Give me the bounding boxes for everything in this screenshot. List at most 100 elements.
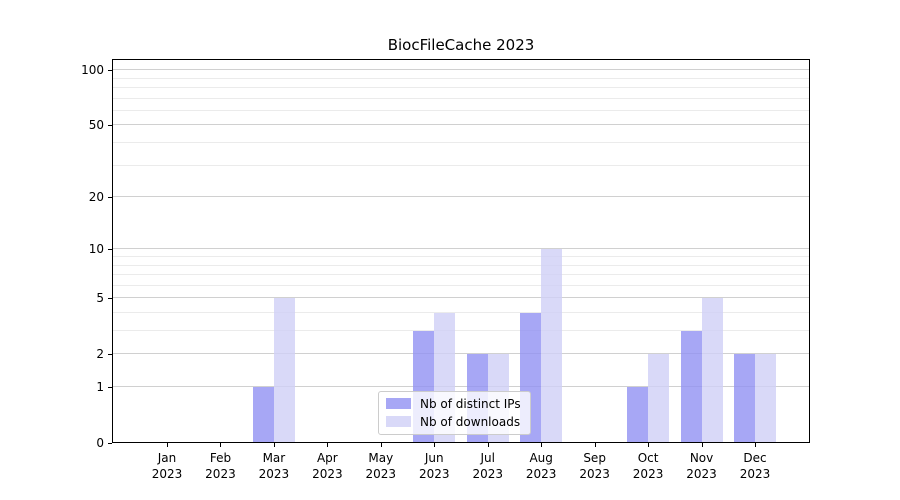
x-tick xyxy=(755,443,756,447)
y-tick-label: 20 xyxy=(88,190,104,205)
x-tick xyxy=(648,443,650,447)
y-gridline-minor xyxy=(112,87,810,89)
y-gridline-major xyxy=(112,248,810,250)
x-tick-label-year: 2023 xyxy=(418,467,450,481)
bar-nb-of-downloads-aug xyxy=(541,249,563,443)
y-gridline-major xyxy=(112,69,810,71)
legend-item-distinct-ips: Nb of distinct IPs xyxy=(386,396,521,411)
x-tick xyxy=(167,443,168,447)
y-tick xyxy=(108,443,112,444)
x-tick xyxy=(327,443,329,447)
x-tick-label: Feb 2023 xyxy=(180,450,260,482)
y-gridline-minor xyxy=(112,77,810,79)
x-tick-label-month: Oct xyxy=(637,451,659,465)
x-tick-label-month: Nov xyxy=(689,451,714,465)
x-tick xyxy=(487,443,489,447)
y-tick xyxy=(108,249,112,251)
y-gridline-minor xyxy=(112,274,810,276)
y-tick xyxy=(108,387,112,388)
y-tick-label: 10 xyxy=(88,242,104,257)
x-tick-label-month: Aug xyxy=(529,451,553,465)
bar-nb-of-downloads-dec xyxy=(755,354,776,443)
x-tick-label-year: 2023 xyxy=(632,467,664,481)
x-tick-label-year: 2023 xyxy=(151,467,183,481)
x-tick-label: Jan 2023 xyxy=(127,450,207,482)
y-tick xyxy=(108,298,112,300)
x-tick-label: Sep 2023 xyxy=(555,450,635,482)
bar-nb-of-downloads-nov xyxy=(701,298,723,443)
x-tick xyxy=(594,443,596,447)
y-gridline-major xyxy=(112,353,810,355)
plot-area xyxy=(112,59,810,443)
x-tick-label-month: Jun xyxy=(424,451,444,465)
x-tick-label-month: Jan xyxy=(157,451,177,465)
y-tick-label: 0 xyxy=(96,436,104,450)
bar-nb-of-distinct-ips-dec xyxy=(734,354,755,443)
x-tick-label: Jun 2023 xyxy=(394,450,474,482)
x-tick-label-year: 2023 xyxy=(525,467,557,481)
x-tick xyxy=(541,443,543,447)
x-tick-label-month: Dec xyxy=(743,451,767,465)
y-gridline-minor xyxy=(112,330,810,332)
legend-label-distinct-ips: Nb of distinct IPs xyxy=(420,396,521,411)
y-gridline-major xyxy=(112,196,810,198)
x-tick-label: Apr 2023 xyxy=(287,450,367,482)
x-tick-label-year: 2023 xyxy=(205,467,236,481)
x-tick-label-year: 2023 xyxy=(312,467,343,481)
x-tick-label: Jul 2023 xyxy=(448,450,528,482)
y-gridline-major xyxy=(112,124,810,126)
bar-nb-of-downloads-oct xyxy=(648,354,670,443)
y-gridline-minor xyxy=(112,164,810,166)
x-tick xyxy=(434,443,436,447)
legend-swatch-downloads-icon xyxy=(386,416,411,427)
x-tick-label-month: Mar xyxy=(262,451,286,465)
y-gridline-minor xyxy=(112,264,810,266)
x-tick-label-year: 2023 xyxy=(472,467,503,481)
y-gridline-minor xyxy=(112,312,810,313)
legend-label-downloads: Nb of downloads xyxy=(420,414,521,429)
y-tick-label: 1 xyxy=(96,380,104,394)
y-gridline-minor xyxy=(112,97,810,99)
x-tick-label-month: Feb xyxy=(209,451,232,465)
x-tick xyxy=(701,443,703,447)
x-tick-label-month: May xyxy=(368,451,394,465)
y-gridline-minor xyxy=(112,142,810,144)
x-tick-label: Dec 2023 xyxy=(715,450,795,482)
bar-nb-of-downloads-mar xyxy=(273,298,295,443)
x-tick-label-month: Jul xyxy=(480,451,495,465)
x-tick-label: Nov 2023 xyxy=(662,450,742,482)
legend-swatch-distinct-ips-icon xyxy=(386,398,411,409)
x-tick-label: May 2023 xyxy=(341,450,421,482)
x-tick-label-year: 2023 xyxy=(686,467,717,481)
x-tick-label-year: 2023 xyxy=(579,467,610,481)
y-tick xyxy=(108,354,112,356)
y-tick xyxy=(108,125,112,127)
x-tick xyxy=(273,443,275,447)
x-tick-label-month: Apr xyxy=(316,451,338,465)
y-gridline-major xyxy=(112,386,810,388)
y-tick xyxy=(108,70,112,72)
x-tick-label-month: Sep xyxy=(583,451,606,465)
x-tick xyxy=(220,443,222,447)
y-gridline-minor xyxy=(112,284,810,286)
chart-title: BiocFileCache 2023 xyxy=(387,36,535,54)
y-tick-label: 50 xyxy=(88,118,104,133)
y-tick-label: 100 xyxy=(81,63,104,78)
bar-nb-of-distinct-ips-mar xyxy=(252,387,274,443)
legend-item-downloads: Nb of downloads xyxy=(386,414,521,429)
bar-nb-of-distinct-ips-oct xyxy=(627,387,649,443)
x-tick-label-year: 2023 xyxy=(365,467,397,481)
y-gridline-major xyxy=(112,297,810,299)
x-tick-label-year: 2023 xyxy=(739,467,771,481)
x-tick-label: Mar 2023 xyxy=(234,450,314,482)
y-gridline-minor xyxy=(112,256,810,257)
x-tick-label: Oct 2023 xyxy=(608,450,688,482)
y-tick xyxy=(108,197,112,199)
y-tick-label: 5 xyxy=(96,291,104,306)
x-tick xyxy=(380,443,382,447)
bar-nb-of-distinct-ips-nov xyxy=(680,331,702,443)
x-tick-label: Aug 2023 xyxy=(501,450,581,482)
y-tick-label: 2 xyxy=(96,347,104,362)
legend: Nb of distinct IPs Nb of downloads xyxy=(378,391,531,435)
